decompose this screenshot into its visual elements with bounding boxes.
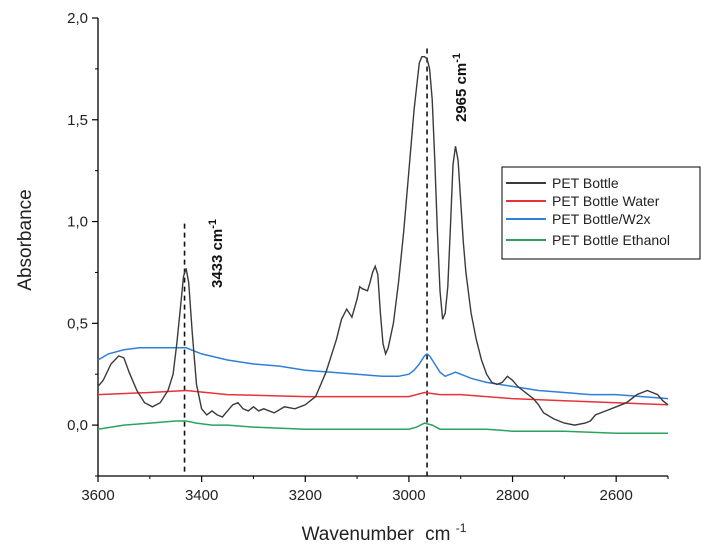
x-axis-title-main: Wavenumber [302,524,415,545]
peak-annotation-sup: -1 [207,219,219,229]
x-tick-label: 2600 [599,487,632,504]
series-line-pet-bottle [97,56,669,426]
reference-lines [183,48,428,476]
legend-label: PET Bottle Water [552,193,660,209]
axes [97,18,668,477]
series-line-pet-bottle-water [97,389,669,406]
x-tick-label: 3200 [289,487,322,504]
ticks: 3600 3400 3200 3000 2800 2600 0,0 0,5 1,0 1,5 2,0 [67,10,669,504]
x-tick-label: 3000 [392,487,425,504]
peak-annotation-sup: -1 [451,53,463,63]
x-tick-label: 3600 [81,487,114,504]
y-tick-label: 2,0 [67,10,88,27]
y-tick-label: 1,0 [67,214,88,231]
peak-annotation-text: 3433 cm [209,229,226,288]
x-axis-title: Wavenumber cm -1 [302,521,467,545]
legend-label: PET Bottle/W2x [552,211,651,227]
y-tick-label: 0,0 [67,417,88,434]
series-line-pet-bottle-ethanol [97,420,668,435]
x-axis-title-unit: cm [425,524,450,545]
legend-label: PET Bottle Ethanol [552,232,670,248]
peak-annotation: 2965 cm-1 [451,53,470,122]
legend-label: PET Bottle [552,175,619,191]
series-line-pet-bottle-w2x [97,347,669,400]
x-tick-label: 3400 [185,487,218,504]
peak-annotation: 3433 cm-1 [207,219,226,288]
y-axis-title: Absorbance [15,189,36,290]
x-axis-title-unit-sup: -1 [456,521,467,535]
series-layer [97,56,669,435]
peak-annotation-text: 2965 cm [453,63,470,122]
legend: PET Bottle PET Bottle Water PET Bottle/W2x… [501,166,701,260]
y-tick-label: 0,5 [67,315,88,332]
y-tick-label: 1,5 [67,112,88,129]
x-tick-label: 2800 [496,487,529,504]
